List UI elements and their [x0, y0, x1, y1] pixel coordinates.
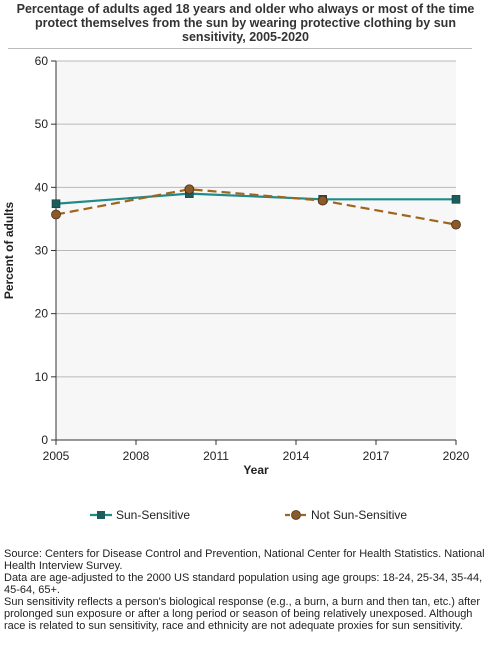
series-layer [51, 184, 461, 230]
axes [51, 60, 457, 445]
line-chart: 0 10 20 30 40 50 60 2005 2008 2011 2014 2017 2020 Y… [2, 54, 470, 522]
series-line-0 [55, 192, 456, 205]
y-tick-label-20: 20 [35, 307, 49, 321]
legend: Sun-Sensitive Not Sun-Sensitive [90, 508, 407, 522]
y-tick-label-0: 0 [41, 433, 48, 447]
series-0-point-2005 [51, 199, 61, 209]
y-tick-label-40: 40 [35, 180, 49, 194]
legend-marker-1 [291, 510, 301, 520]
legend-label-1: Not Sun-Sensitive [311, 508, 407, 522]
legend-marker-0 [97, 511, 105, 519]
source-note: Source: Centers for Disease Control and … [4, 548, 485, 572]
y-tick-label-60: 60 [35, 54, 49, 68]
x-tick-label-2020: 2020 [443, 449, 470, 463]
series-line-1 [55, 188, 457, 226]
chart-title: Percentage of adults aged 18 years and o… [16, 2, 475, 44]
y-axis-title: Percent of adults [2, 202, 16, 300]
sun-sensitivity-note: Sun sensitivity reflects a person's biol… [4, 596, 480, 632]
y-tick-label-10: 10 [35, 370, 49, 384]
grid-lines [56, 60, 456, 378]
x-tick-label-2014: 2014 [283, 449, 310, 463]
y-axis-tick-labels: 0 10 20 30 40 50 60 [35, 54, 49, 447]
series-1-point-2005 [51, 209, 61, 220]
legend-label-0: Sun-Sensitive [116, 508, 190, 522]
x-tick-label-2017: 2017 [363, 449, 390, 463]
x-tick-label-2011: 2011 [203, 449, 229, 463]
y-tick-label-50: 50 [35, 117, 49, 131]
title-divider [8, 48, 472, 49]
series-1-point-2015 [317, 195, 328, 206]
series-1-point-2020 [451, 219, 461, 230]
series-0-point-2020 [451, 195, 461, 204]
x-tick-label-2005: 2005 [43, 449, 70, 463]
x-axis-title: Year [243, 463, 269, 477]
series-1-point-2010 [184, 184, 195, 195]
chart-notes: Source: Centers for Disease Control and … [4, 548, 488, 632]
x-tick-label-2008: 2008 [123, 449, 150, 463]
age-adjustment-note: Data are age-adjusted to the 2000 US sta… [4, 572, 483, 596]
x-axis-tick-labels: 2005 2008 2011 2014 2017 2020 [43, 449, 470, 463]
y-tick-label-30: 30 [35, 244, 49, 258]
